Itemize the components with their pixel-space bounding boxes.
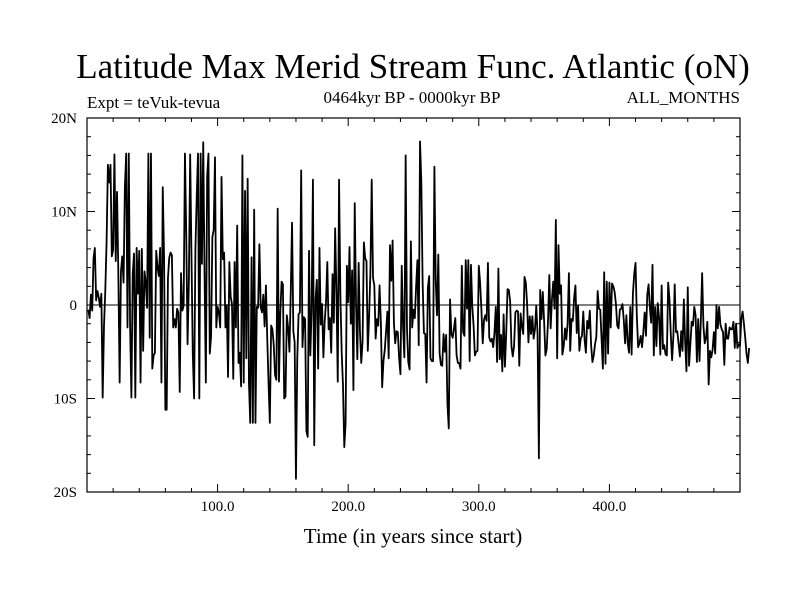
period-label: 0464kyr BP - 0000kyr BP [324, 88, 501, 107]
y-tick-label: 10S [54, 392, 77, 408]
x-axis-title: Time (in years since start) [304, 524, 523, 548]
season-label: ALL_MONTHS [627, 88, 740, 107]
y-axis: 20S 10S 0 10N 20N [51, 111, 740, 501]
chart-title: Latitude Max Merid Stream Func. Atlantic… [76, 47, 750, 86]
y-tick-label: 0 [70, 298, 78, 314]
y-tick-label: 10N [51, 205, 77, 221]
y-tick-label: 20S [54, 485, 77, 501]
x-tick-label: 100.0 [201, 499, 235, 515]
series-line [87, 140, 751, 480]
x-tick-label: 300.0 [462, 499, 496, 515]
y-tick-label: 20N [51, 111, 77, 127]
plot-area [86, 117, 751, 493]
experiment-label: Expt = teVuk-tevua [87, 93, 221, 112]
x-tick-label: 400.0 [593, 499, 627, 515]
x-tick-label: 200.0 [331, 499, 365, 515]
x-axis: 100.0 200.0 300.0 400.0 [112, 118, 715, 515]
